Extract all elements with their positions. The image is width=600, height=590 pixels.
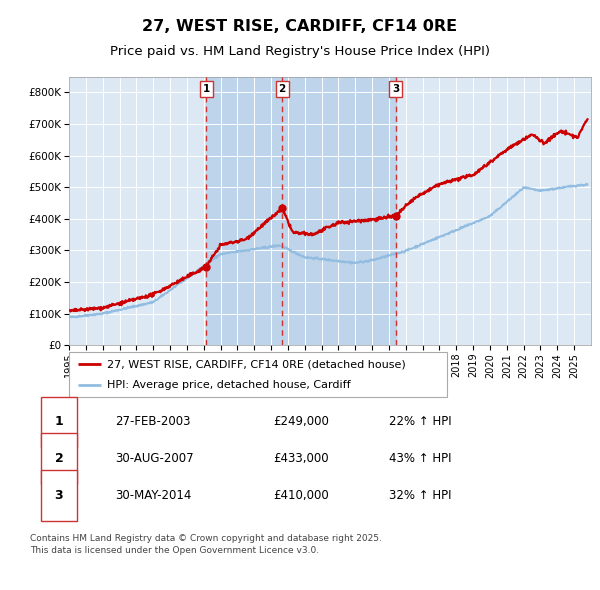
Bar bbox=[41, 434, 77, 484]
Text: HPI: Average price, detached house, Cardiff: HPI: Average price, detached house, Card… bbox=[107, 380, 350, 390]
Text: 43% ↑ HPI: 43% ↑ HPI bbox=[389, 452, 451, 466]
Text: 22% ↑ HPI: 22% ↑ HPI bbox=[389, 415, 451, 428]
Text: Contains HM Land Registry data © Crown copyright and database right 2025.
This d: Contains HM Land Registry data © Crown c… bbox=[30, 534, 382, 555]
Text: 2: 2 bbox=[278, 84, 286, 94]
Text: 3: 3 bbox=[55, 489, 63, 502]
Text: £410,000: £410,000 bbox=[273, 489, 329, 502]
Text: 30-MAY-2014: 30-MAY-2014 bbox=[116, 489, 192, 502]
Text: 27-FEB-2003: 27-FEB-2003 bbox=[116, 415, 191, 428]
Text: 2: 2 bbox=[55, 452, 64, 466]
Text: 27, WEST RISE, CARDIFF, CF14 0RE (detached house): 27, WEST RISE, CARDIFF, CF14 0RE (detach… bbox=[107, 359, 406, 369]
Text: 1: 1 bbox=[55, 415, 64, 428]
Bar bbox=[41, 396, 77, 447]
Text: 32% ↑ HPI: 32% ↑ HPI bbox=[389, 489, 451, 502]
Text: £249,000: £249,000 bbox=[273, 415, 329, 428]
Text: £433,000: £433,000 bbox=[273, 452, 329, 466]
Text: 30-AUG-2007: 30-AUG-2007 bbox=[116, 452, 194, 466]
Text: 3: 3 bbox=[392, 84, 400, 94]
Text: Price paid vs. HM Land Registry's House Price Index (HPI): Price paid vs. HM Land Registry's House … bbox=[110, 45, 490, 58]
Bar bbox=[282, 77, 396, 345]
Text: 27, WEST RISE, CARDIFF, CF14 0RE: 27, WEST RISE, CARDIFF, CF14 0RE bbox=[142, 19, 458, 34]
Bar bbox=[41, 470, 77, 521]
Bar bbox=[206, 77, 282, 345]
Text: 1: 1 bbox=[203, 84, 210, 94]
